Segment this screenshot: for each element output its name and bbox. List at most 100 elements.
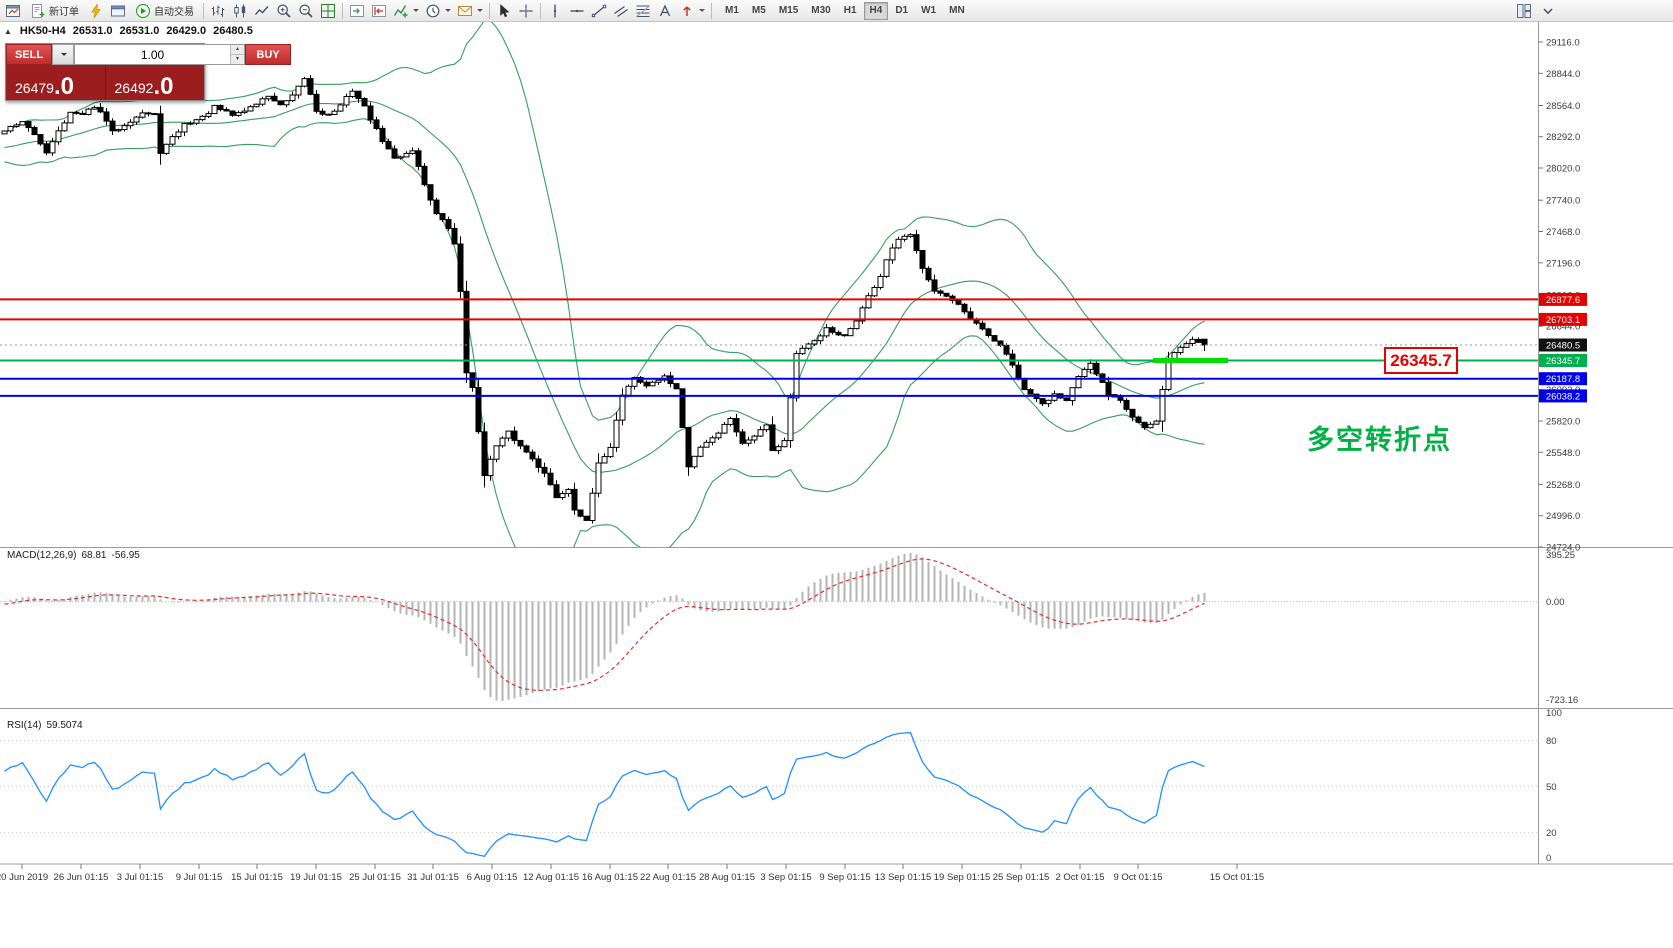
crosshair-tool-button[interactable] xyxy=(515,1,537,21)
timeframe-m5-button[interactable]: M5 xyxy=(746,2,772,20)
toolbar-separator xyxy=(540,2,541,19)
price-tick-label: 28564.0 xyxy=(1546,101,1580,112)
toolbar-options-button[interactable] xyxy=(1537,1,1559,21)
chart-window: 29116.0 28844.0 28564.0 28292.0 28020.0 27740… xyxy=(0,22,1673,948)
toolbar-separator xyxy=(711,2,712,19)
sell-price[interactable]: 26479 .0 xyxy=(6,65,105,100)
timeframe-m30-button[interactable]: M30 xyxy=(805,2,836,20)
time-axis-label: 15 Jul 01:15 xyxy=(231,872,283,883)
axis-price-label-text: 26480.5 xyxy=(1546,341,1580,352)
tile-windows-button[interactable] xyxy=(317,1,339,21)
cursor-tool-button[interactable] xyxy=(493,1,515,21)
time-axis-label: 31 Jul 01:15 xyxy=(407,872,459,883)
price-tick-label: 27196.0 xyxy=(1546,258,1580,269)
autoscroll-icon xyxy=(350,4,364,17)
macd-axis-zero: 0.00 xyxy=(1546,597,1565,608)
volume-input[interactable] xyxy=(75,45,230,64)
rsi-axis-label: 80 xyxy=(1546,736,1557,747)
candles-icon xyxy=(234,4,246,17)
periods-button[interactable] xyxy=(422,1,454,21)
hline-icon xyxy=(570,9,584,12)
rsi-value: 59.5074 xyxy=(46,720,83,731)
line-chart-button[interactable] xyxy=(251,1,273,21)
rsi-axis-label: 50 xyxy=(1546,782,1557,793)
timeframe-m15-button[interactable]: M15 xyxy=(773,2,804,20)
collapse-trade-panel-arrow[interactable]: ▲ xyxy=(4,26,12,36)
symbol-period: HK50-H4 xyxy=(19,25,66,37)
auto-scroll-button[interactable] xyxy=(346,1,368,21)
data-window-button[interactable] xyxy=(107,1,129,21)
timeframe-mn-button[interactable]: MN xyxy=(943,2,971,20)
volume-increase-button[interactable]: ▴ xyxy=(231,45,244,54)
timeframe-m1-button[interactable]: M1 xyxy=(719,2,745,20)
ohlc-close: 26480.5 xyxy=(213,25,253,37)
one-click-trading-panel: SELL ▴ ▾ BUY 26479 .0 xyxy=(5,43,291,101)
macd-signal-line xyxy=(4,558,1205,691)
chevron-down-icon xyxy=(477,9,483,12)
zoomout-icon xyxy=(299,3,313,18)
zoom-in-button[interactable] xyxy=(273,1,295,21)
time-axis-label: 2 Oct 01:15 xyxy=(1055,872,1104,883)
price-tick-label: 25268.0 xyxy=(1546,480,1580,491)
axis-price-label xyxy=(1539,338,1587,352)
new-chart-button[interactable] xyxy=(2,1,24,21)
chevron-down-icon xyxy=(445,9,451,12)
time-axis-label: 25 Jul 01:15 xyxy=(349,872,401,883)
new-order-button[interactable]: 新订单 xyxy=(24,1,85,21)
indicators-button[interactable] xyxy=(390,1,422,21)
rsi-indicator-label: RSI(14) 59.5074 xyxy=(7,720,83,731)
rsi-axis-label: 20 xyxy=(1546,828,1557,839)
bar-chart-button[interactable] xyxy=(207,1,229,21)
timeframe-h1-button[interactable]: H1 xyxy=(838,2,863,20)
text-icon xyxy=(659,3,671,16)
chart-profile-button[interactable] xyxy=(1513,1,1535,21)
fibo-icon xyxy=(636,5,650,17)
text-tool-button[interactable] xyxy=(654,1,676,21)
turning-point-note[interactable]: 多空转折点 xyxy=(1307,425,1452,455)
timeframe-h4-button[interactable]: H4 xyxy=(863,1,889,20)
price-tick-label: 24996.0 xyxy=(1546,511,1580,522)
price-tick-label: 27468.0 xyxy=(1546,227,1580,238)
market-watch-button[interactable] xyxy=(85,1,107,21)
candlestick-chart-button[interactable] xyxy=(229,1,251,21)
buy-button[interactable]: BUY xyxy=(245,44,291,65)
toolbar-right-group xyxy=(1513,1,1559,21)
fibonacci-tool-button[interactable] xyxy=(632,1,654,21)
axis-price-label-text: 26703.1 xyxy=(1546,315,1580,326)
ohlc-open: 26531.0 xyxy=(72,25,113,37)
templates-button[interactable] xyxy=(454,1,486,21)
toolbar-separator xyxy=(342,2,343,19)
chevron-down-icon xyxy=(699,9,705,12)
price-tick-label: 27740.0 xyxy=(1546,196,1580,207)
crosshair-icon xyxy=(519,4,533,17)
buy-price[interactable]: 26492 .0 xyxy=(104,65,205,101)
horizontal-line-tool-button[interactable] xyxy=(566,1,588,21)
time-axis-label: 9 Sep 01:15 xyxy=(819,872,870,883)
timeframe-w1-button[interactable]: W1 xyxy=(915,2,942,20)
volume-decrease-button[interactable]: ▾ xyxy=(231,54,244,64)
macd-axis-min: -723.16 xyxy=(1546,695,1578,706)
rsi-line xyxy=(4,732,1205,858)
order-icon xyxy=(32,3,45,18)
vertical-line-tool-button[interactable] xyxy=(544,1,566,21)
time-axis-label: 28 Aug 01:15 xyxy=(699,872,755,883)
chevron-down-icon xyxy=(60,53,67,56)
time-axis-label: 22 Aug 01:15 xyxy=(640,872,696,883)
buy-price-frac: .0 xyxy=(153,73,174,101)
sell-button[interactable]: SELL xyxy=(6,44,52,65)
chart-icon xyxy=(6,4,20,17)
chart-ohlc-info: ▲ HK50-H4 26531.0 26531.0 26429.0 26480.… xyxy=(4,25,253,37)
trendline-tool-button[interactable] xyxy=(588,1,610,21)
toolbar-separator xyxy=(489,2,490,19)
zoom-out-button[interactable] xyxy=(295,1,317,21)
time-axis-label: 19 Jul 01:15 xyxy=(290,872,342,883)
price-callout-box[interactable]: 26345.7 xyxy=(1384,347,1458,374)
order-type-dropdown[interactable] xyxy=(52,44,74,65)
bollinger-bands xyxy=(4,22,1205,547)
chart-shift-button[interactable] xyxy=(368,1,390,21)
channel-tool-button[interactable] xyxy=(610,1,632,21)
arrow-tool-button[interactable] xyxy=(676,1,708,21)
autotrading-button[interactable]: 自动交易 xyxy=(129,1,200,21)
axis-price-label xyxy=(1539,354,1587,367)
timeframe-d1-button[interactable]: D1 xyxy=(889,2,914,20)
